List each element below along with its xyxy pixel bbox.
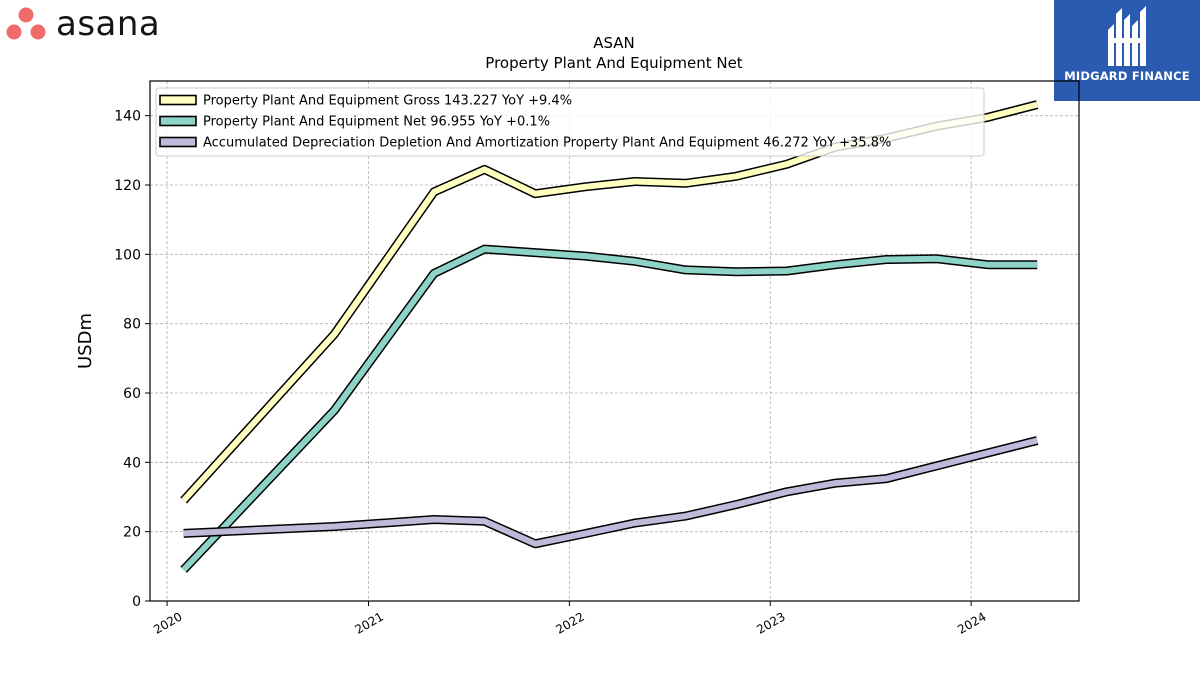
data-point [484,521,485,522]
legend-swatch [159,136,197,148]
x-tick-label: 2021 [353,609,386,636]
x-tick-label: 2024 [955,609,988,636]
data-point [685,183,686,184]
axis-ticks: 0 20 40 60 80 100 120 140 2020 2021 2022 2023 2024 [114,109,988,637]
data-point [987,264,988,265]
data-point [786,491,787,492]
chart-subtitle: Property Plant And Equipment Net [485,54,742,72]
legend-swatch [159,94,197,106]
data-point [1037,264,1038,265]
data-point [685,269,686,270]
data-point [183,569,184,570]
data-point [433,273,434,274]
data-point [987,117,988,118]
x-tick-label: 2023 [754,609,787,636]
series-outline-1 [180,244,1038,573]
data-point [484,249,485,250]
y-tick-label: 140 [114,109,141,125]
data-point [334,410,335,411]
plot-frame [149,80,1080,602]
data-point [585,533,586,534]
y-tick-label: 100 [114,247,141,263]
legend-box [155,87,985,157]
legend: Property Plant And Equipment Gross 143.2… [155,87,985,157]
series-line-2 [183,437,1038,547]
data-point [535,543,536,544]
midgard-emblem-icon [1108,6,1146,66]
y-axis-label: USDm [75,313,96,369]
data-point [937,258,938,259]
y-tick-label: 120 [114,178,141,194]
legend-label: Property Plant And Equipment Net 96.955 … [203,115,550,130]
series-lines [180,100,1039,573]
data-point [433,519,434,520]
x-tick-label: 2022 [553,609,586,636]
data-point [736,176,737,177]
data-point [183,500,184,501]
y-tick-label: 40 [123,455,141,471]
data-point [786,270,787,271]
legend-swatch [159,115,197,127]
series-line-0 [181,101,1038,503]
data-point [433,191,434,192]
legend-label: Property Plant And Equipment Gross 143.2… [203,94,572,109]
data-point [183,533,184,534]
data-point [535,193,536,194]
asana-dots-icon [6,7,46,40]
data-point [334,526,335,527]
midgard-finance-logo: MIDGARD FINANCE [1054,0,1200,101]
data-point [535,252,536,253]
data-point [835,264,836,265]
data-point [937,465,938,466]
legend-label: Accumulated Depreciation Depletion And A… [203,136,891,151]
midgard-finance-text: MIDGARD FINANCE [1064,69,1190,83]
data-point [585,256,586,257]
data-point [634,181,635,182]
data-point [585,186,586,187]
series-line-1 [181,246,1038,572]
data-point [634,523,635,524]
asana-logo: asana [4,4,160,44]
data-point [1037,440,1038,441]
x-tick-label: 2020 [151,609,184,636]
data-point [634,261,635,262]
data-point [1037,104,1038,105]
series-outline-0 [180,100,1039,504]
data-point [886,478,887,479]
data-point [736,504,737,505]
data-point [484,169,485,170]
data-point [987,452,988,453]
y-tick-label: 60 [123,386,141,402]
data-point [736,271,737,272]
asana-logo-text: asana [56,4,161,44]
y-tick-label: 80 [123,317,141,333]
data-point [685,516,686,517]
chart-title: ASAN [593,34,635,52]
data-point [334,334,335,335]
y-tick-label: 0 [132,594,141,610]
y-tick-label: 20 [123,525,141,541]
data-point [786,164,787,165]
data-point [835,483,836,484]
data-point [886,259,887,260]
